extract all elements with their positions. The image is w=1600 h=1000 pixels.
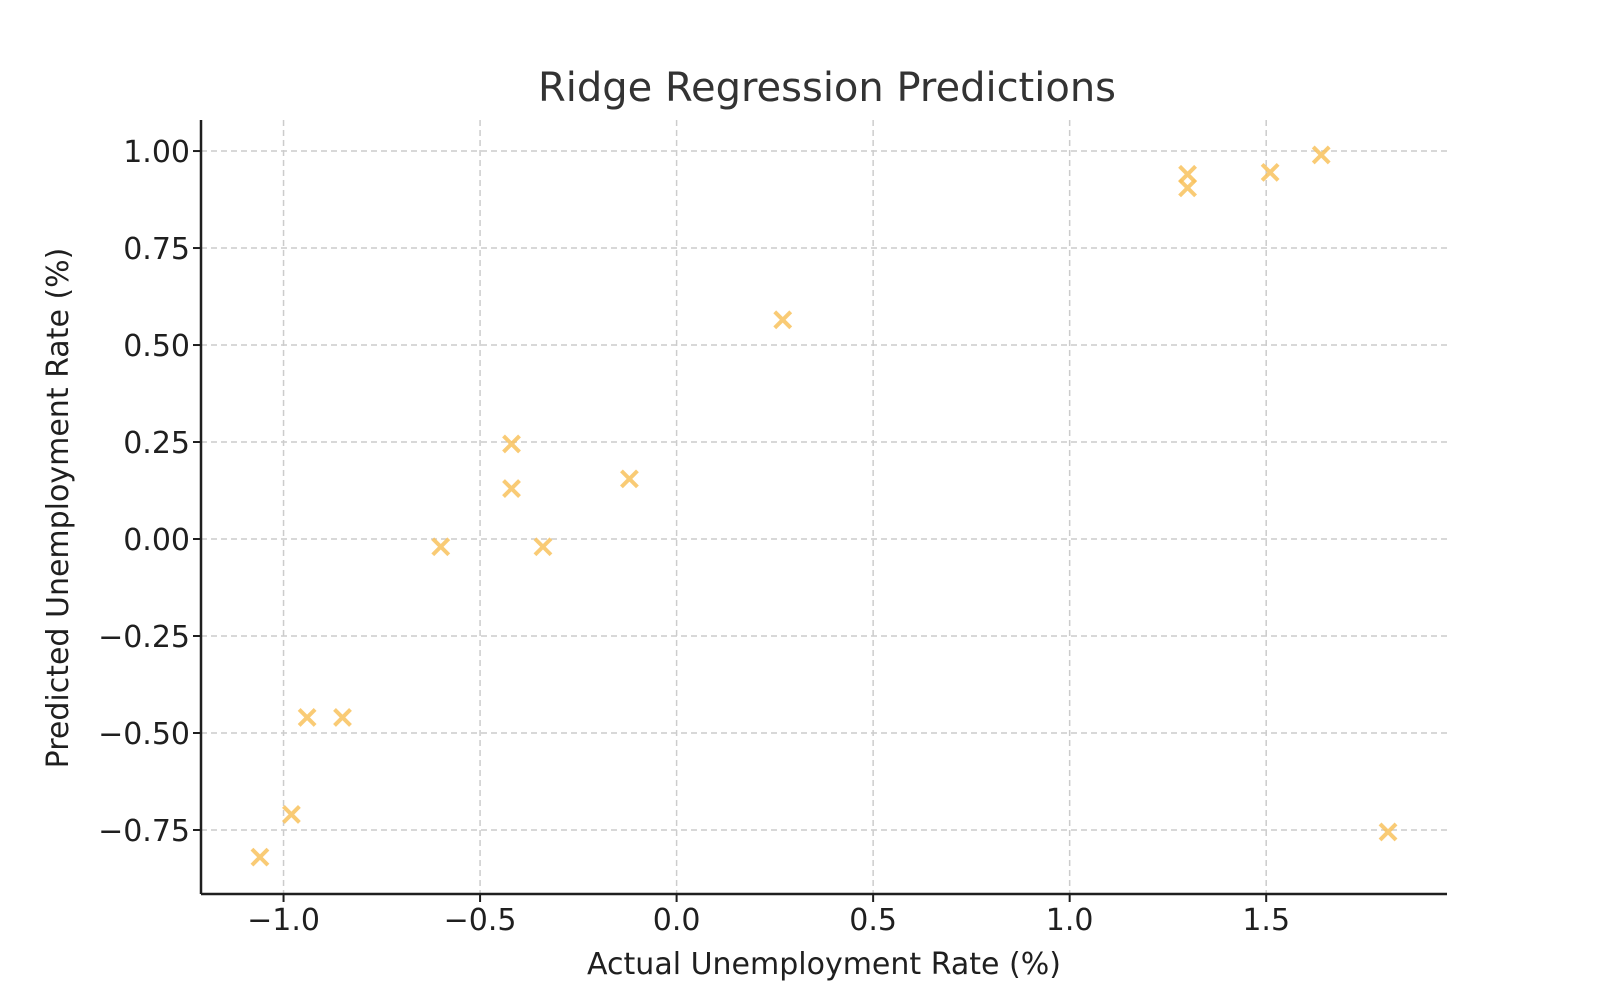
data-point — [1311, 145, 1331, 165]
data-point — [297, 708, 317, 727]
y-ticks: 1.00 0.75 0.50 0.25 0.00 −0.25 −0.50 −0.75 — [98, 135, 201, 849]
data-point — [502, 479, 521, 498]
x-axis-label: Actual Unemployment Rate (%) — [587, 947, 1061, 982]
x-tick-label: 1.5 — [1242, 903, 1290, 938]
data-point — [1178, 164, 1197, 184]
data-point — [502, 434, 521, 454]
y-tick-label: 0.75 — [123, 232, 190, 267]
x-tick-label: 1.0 — [1046, 903, 1094, 938]
y-tick-label: 0.00 — [123, 523, 190, 558]
x-tick-label: −0.5 — [444, 903, 517, 938]
data-point — [250, 847, 270, 867]
data-point — [533, 537, 553, 557]
x-tick-label: −1.0 — [247, 903, 320, 938]
data-point — [1260, 162, 1280, 182]
data-point — [1178, 178, 1197, 198]
y-tick-label: 0.25 — [123, 426, 190, 461]
data-point — [773, 310, 793, 330]
data-point — [431, 537, 451, 557]
data-point — [333, 708, 352, 727]
y-tick-label: 1.00 — [123, 135, 190, 170]
y-tick-label: −0.75 — [98, 814, 190, 849]
x-tick-label: 0.0 — [653, 903, 701, 938]
chart-title: Ridge Regression Predictions — [538, 65, 1116, 111]
y-tick-label: −0.50 — [98, 717, 190, 752]
data-points — [250, 145, 1398, 867]
y-tick-label: 0.50 — [123, 329, 190, 364]
data-point — [620, 469, 639, 489]
x-ticks: −1.0 −0.5 0.0 0.5 1.0 1.5 — [247, 894, 1290, 938]
y-axis-label: Predicted Unemployment Rate (%) — [41, 248, 76, 769]
grid — [201, 120, 1447, 894]
y-tick-label: −0.25 — [98, 620, 190, 655]
x-tick-label: 0.5 — [849, 903, 897, 938]
data-point — [281, 805, 301, 824]
axes — [199, 120, 1447, 896]
data-point — [1378, 822, 1398, 842]
